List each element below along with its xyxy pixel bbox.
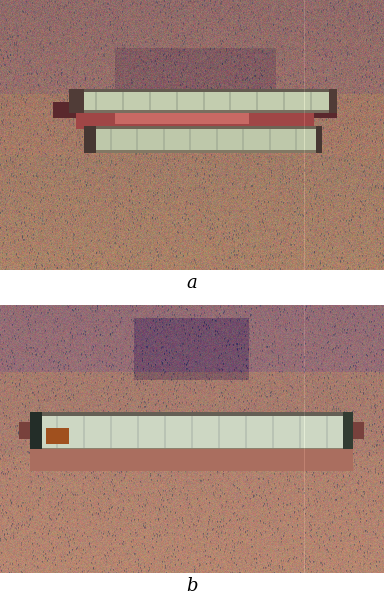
Text: a: a: [187, 274, 197, 292]
Text: b: b: [186, 577, 198, 595]
